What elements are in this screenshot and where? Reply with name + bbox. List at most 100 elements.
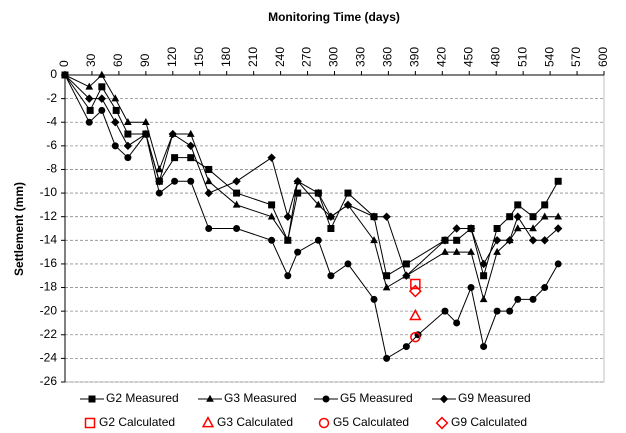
marker-circle bbox=[314, 236, 322, 244]
legend-marker bbox=[435, 416, 449, 430]
y-axis-title: Settlement (mm) bbox=[12, 182, 26, 276]
marker-square bbox=[205, 165, 213, 173]
marker-circle bbox=[370, 295, 378, 303]
marker-diamond bbox=[283, 212, 292, 221]
marker-circle bbox=[171, 177, 179, 185]
marker-circle bbox=[233, 225, 241, 232]
x-tick-label: 120 bbox=[165, 47, 179, 67]
marker-diamond bbox=[326, 212, 336, 221]
marker-diamond bbox=[267, 153, 276, 162]
marker-triangle bbox=[204, 177, 213, 185]
marker-circle bbox=[506, 307, 514, 315]
marker-diamond bbox=[293, 177, 302, 186]
y-tick-label: -14 bbox=[40, 232, 58, 246]
legend-label: G9 Measured bbox=[458, 391, 531, 405]
x-tick-label: 420 bbox=[434, 47, 448, 67]
marker-circle bbox=[205, 225, 213, 232]
marker-diamond bbox=[440, 236, 450, 245]
x-tick-label: 0 bbox=[57, 60, 71, 67]
marker-circle bbox=[554, 260, 562, 268]
marker-triangle bbox=[493, 247, 501, 255]
y-tick-label: -12 bbox=[40, 209, 58, 223]
marker-circle bbox=[529, 295, 537, 303]
marker-diamond bbox=[369, 212, 379, 221]
x-tick-label: 90 bbox=[138, 53, 152, 67]
legend-marker bbox=[201, 416, 215, 428]
marker-diamond bbox=[204, 188, 213, 198]
x-tick-label: 570 bbox=[569, 47, 583, 67]
y-tick-label: -22 bbox=[40, 327, 58, 341]
legend-label: G3 Measured bbox=[224, 391, 297, 405]
marker-diamond bbox=[505, 236, 514, 245]
marker-square bbox=[98, 83, 106, 91]
x-tick-label: 540 bbox=[542, 47, 556, 67]
x-tick-label: 450 bbox=[461, 47, 475, 67]
marker-circle bbox=[344, 260, 352, 268]
marker-circle bbox=[467, 284, 475, 292]
marker-diamond bbox=[314, 188, 323, 198]
marker-circle bbox=[541, 284, 549, 292]
marker-diamond bbox=[553, 224, 563, 233]
marker-square bbox=[402, 260, 410, 268]
marker-triangle bbox=[283, 236, 292, 244]
marker-triangle bbox=[142, 118, 150, 126]
marker-diamond bbox=[186, 141, 195, 151]
marker-circle bbox=[284, 272, 292, 280]
marker-circle bbox=[410, 331, 421, 343]
x-tick-label: 300 bbox=[327, 47, 341, 67]
marker-square bbox=[124, 130, 132, 138]
marker-square bbox=[268, 201, 276, 209]
marker-square bbox=[233, 189, 241, 197]
legend-label: G9 Calculated bbox=[451, 415, 527, 429]
marker-square bbox=[86, 106, 94, 114]
legend-label: G5 Measured bbox=[340, 391, 413, 405]
x-tick-label: 330 bbox=[354, 47, 368, 67]
marker-triangle bbox=[232, 200, 241, 208]
marker-triangle bbox=[124, 118, 132, 126]
marker-circle bbox=[514, 295, 522, 303]
marker-diamond bbox=[168, 129, 177, 139]
y-tick-label: -18 bbox=[40, 280, 58, 294]
marker-circle bbox=[268, 236, 276, 244]
x-tick-label: 30 bbox=[84, 53, 98, 67]
marker-diamond bbox=[492, 236, 502, 245]
marker-square bbox=[529, 213, 537, 221]
marker-circle bbox=[294, 248, 302, 256]
marker-square bbox=[493, 225, 501, 232]
marker-diamond bbox=[343, 200, 353, 210]
legend-label: G2 Measured bbox=[106, 391, 179, 405]
marker-square bbox=[514, 201, 522, 209]
marker-triangle bbox=[540, 212, 549, 220]
y-tick-label: -6 bbox=[46, 138, 57, 152]
marker-diamond bbox=[382, 212, 391, 221]
marker-triangle bbox=[111, 94, 120, 102]
y-tick-label: -10 bbox=[40, 185, 58, 199]
x-tick-label: 180 bbox=[219, 47, 233, 67]
x-tick-label: 360 bbox=[381, 47, 395, 67]
marker-circle bbox=[383, 354, 391, 362]
marker-square bbox=[410, 278, 421, 290]
x-tick-label: 60 bbox=[111, 53, 125, 67]
y-tick-label: -8 bbox=[46, 162, 57, 176]
marker-triangle bbox=[370, 236, 378, 244]
marker-square bbox=[506, 213, 514, 221]
marker-square bbox=[112, 106, 120, 114]
marker-circle bbox=[480, 343, 488, 351]
y-tick-label: -4 bbox=[46, 114, 57, 128]
marker-triangle bbox=[529, 224, 537, 232]
legend-marker bbox=[84, 417, 96, 429]
marker-square bbox=[383, 272, 391, 280]
marker-triangle bbox=[479, 295, 488, 303]
legend-label: G5 Calculated bbox=[333, 415, 409, 429]
marker-circle bbox=[124, 154, 132, 162]
marker-triangle bbox=[513, 224, 522, 232]
marker-diamond bbox=[513, 212, 522, 221]
marker-triangle bbox=[554, 212, 563, 220]
marker-triangle bbox=[314, 200, 323, 208]
legend-marker bbox=[322, 395, 330, 403]
marker-circle bbox=[98, 106, 106, 114]
series-line bbox=[64, 74, 559, 277]
marker-diamond bbox=[466, 224, 476, 233]
y-tick-label: -16 bbox=[40, 256, 58, 270]
